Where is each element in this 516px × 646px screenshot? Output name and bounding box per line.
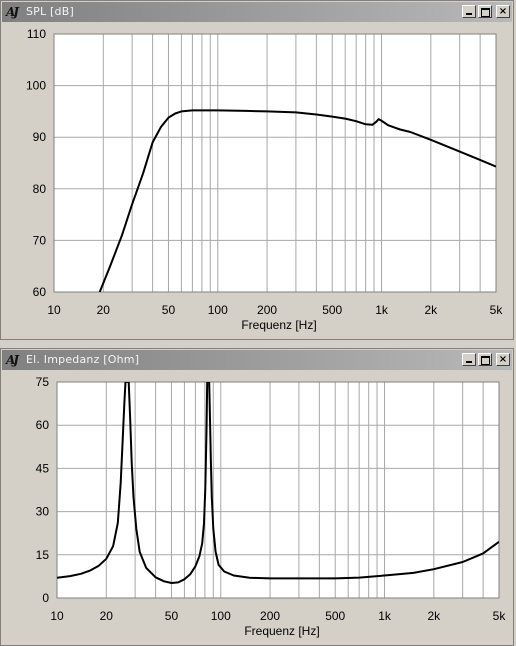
spl-chart: 60 70 80 90 100 110 10 20 50 100 200 500 1k 2k 5k Frequ… — [26, 27, 504, 332]
maximize-button[interactable] — [478, 353, 492, 366]
spl-y-tick-label: 60 — [33, 285, 47, 299]
spl-x-tick-label: 5k — [490, 303, 504, 317]
minimize-button[interactable] — [462, 353, 476, 366]
spl-x-tick-label: 500 — [322, 303, 342, 317]
spl-window: AJ SPL [dB] × 60 70 80 90 100 110 10 20 50 100 200… — [0, 0, 514, 340]
impedance-y-tick-label: 0 — [42, 591, 49, 605]
impedance-y-tick-label: 15 — [36, 548, 50, 562]
close-button[interactable]: × — [496, 353, 510, 366]
impedance-titlebar[interactable]: AJ El. Impedanz [Ohm] × — [2, 350, 512, 370]
impedance-y-tick-label: 60 — [36, 418, 50, 432]
impedance-y-tick-label: 30 — [36, 505, 50, 519]
impedance-x-tick-label: 500 — [325, 609, 345, 623]
spl-plot-area — [54, 34, 496, 292]
impedance-x-tick-label: 5k — [493, 609, 507, 623]
minimize-button[interactable] — [462, 5, 476, 18]
spl-x-tick-label: 100 — [208, 303, 228, 317]
spl-y-tick-label: 110 — [27, 27, 46, 41]
impedance-x-tick-label: 10 — [50, 609, 64, 623]
spl-x-tick-label: 50 — [162, 303, 176, 317]
spl-titlebar[interactable]: AJ SPL [dB] × — [2, 2, 512, 22]
spl-plot-frame — [53, 33, 497, 293]
spl-x-tick-label: 10 — [47, 303, 61, 317]
impedance-x-tick-label: 100 — [211, 609, 231, 623]
impedance-x-axis-label: Frequenz [Hz] — [244, 624, 319, 638]
spl-window-title: SPL [dB] — [26, 5, 74, 18]
impedance-x-tick-label: 200 — [260, 609, 280, 623]
spl-y-tick-label: 100 — [26, 79, 46, 93]
impedance-plot-frame — [56, 381, 500, 599]
spl-x-tick-label: 200 — [257, 303, 277, 317]
impedance-x-tick-label: 50 — [165, 609, 179, 623]
impedance-x-tick-label: 2k — [427, 609, 441, 623]
aj-app-icon[interactable]: AJ — [6, 353, 19, 367]
aj-app-icon[interactable]: AJ — [6, 5, 19, 19]
spl-x-tick-label: 1k — [375, 303, 389, 317]
impedance-chart: 0 15 30 45 60 75 10 20 50 100 200 500 1k 2k 5k Frequenz… — [36, 375, 507, 638]
close-button[interactable]: × — [496, 5, 510, 18]
impedance-y-tick-label: 45 — [36, 461, 50, 475]
impedance-x-tick-label: 20 — [100, 609, 114, 623]
spl-y-tick-label: 90 — [33, 130, 47, 144]
spl-curve — [98, 109, 496, 292]
spl-y-tick-label: 70 — [33, 233, 47, 247]
spl-y-tick-label: 80 — [33, 182, 47, 196]
spl-x-tick-label: 2k — [424, 303, 438, 317]
spl-x-tick-label: 20 — [97, 303, 111, 317]
impedance-y-tick-label: 75 — [36, 375, 50, 389]
impedance-window-title: El. Impedanz [Ohm] — [26, 353, 140, 366]
spl-x-axis-label: Frequenz [Hz] — [241, 318, 316, 332]
impedance-x-tick-label: 1k — [378, 609, 392, 623]
maximize-button[interactable] — [478, 5, 492, 18]
impedance-window: AJ El. Impedanz [Ohm] × 0 15 30 45 60 75 10 20 5… — [0, 348, 514, 646]
impedance-curve — [57, 382, 499, 584]
